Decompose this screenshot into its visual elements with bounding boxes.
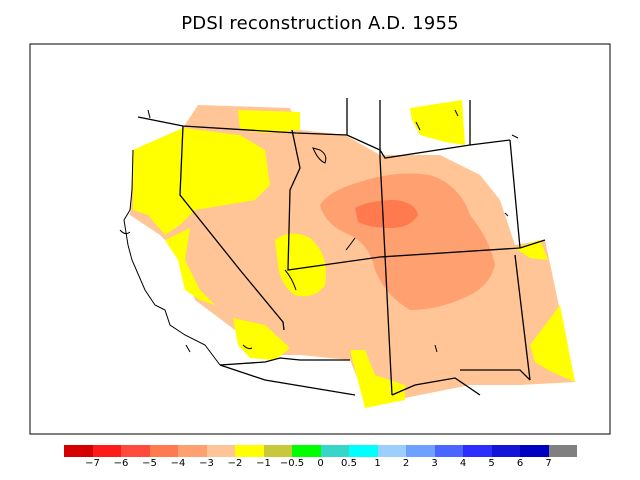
legend-swatch	[263, 445, 292, 457]
legend-tick-label: 4	[459, 458, 467, 469]
legend-tick-label: −2	[227, 458, 243, 469]
legend-swatch	[377, 445, 406, 457]
legend-swatch	[92, 445, 121, 457]
legend-tick-label: −1	[256, 458, 271, 469]
legend-swatch	[434, 445, 463, 457]
pdsi-yellow-southeast	[530, 305, 575, 382]
legend-swatch	[349, 445, 378, 457]
legend-swatch	[149, 445, 178, 457]
legend-tick-label: −3	[199, 458, 214, 469]
legend-colorbar	[64, 445, 577, 457]
legend-swatch	[292, 445, 321, 457]
legend-swatch	[121, 445, 150, 457]
pdsi-yellow-south	[350, 350, 405, 408]
legend-swatch	[406, 445, 435, 457]
legend-tick-label: 7	[545, 458, 552, 469]
legend-swatch	[178, 445, 207, 457]
pdsi-darkorange-core	[355, 200, 418, 228]
lakes	[119, 109, 519, 353]
legend-tick-label: −7	[85, 458, 100, 469]
legend-tick-label: 2	[402, 458, 410, 469]
map-title: PDSI reconstruction A.D. 1955	[181, 13, 459, 34]
legend-swatch	[463, 445, 492, 457]
legend-swatch	[491, 445, 520, 457]
pdsi-yellow-northwest	[133, 128, 270, 235]
pdsi-yellow-northeast	[410, 100, 465, 145]
coastline	[123, 149, 221, 366]
legend-swatch	[548, 445, 577, 457]
legend-tick-label: 0	[317, 458, 324, 469]
legend-tick-label: −4	[170, 458, 186, 469]
legend-swatch	[520, 445, 549, 457]
legend-swatch	[206, 445, 235, 457]
legend-tick-label: 3	[431, 458, 438, 469]
state-borders	[137, 98, 546, 396]
legend-tick-label: −0.5	[279, 458, 305, 469]
pdsi-yellow-east	[515, 240, 548, 260]
legend-tick-label: −5	[142, 458, 157, 469]
legend-tick-label: 0.5	[341, 458, 357, 469]
legend-tick-label: −6	[113, 458, 129, 469]
legend-tick-labels: −7 −6 −5 −4 −3 −2 −1 −0.5 0 0.5 1 2 3 4 …	[64, 458, 577, 472]
legend-tick-label: 1	[374, 458, 381, 469]
legend-tick-label: 6	[516, 458, 524, 469]
legend-swatch	[235, 445, 264, 457]
legend-swatch	[320, 445, 349, 457]
legend-swatch	[64, 445, 93, 457]
pdsi-yellow-west	[165, 228, 215, 305]
pdsi-yellow-north	[238, 110, 300, 133]
pdsi-yellow-center	[275, 233, 326, 297]
legend-tick-label: 5	[488, 458, 495, 469]
pdsi-yellow-southwest	[233, 318, 290, 360]
